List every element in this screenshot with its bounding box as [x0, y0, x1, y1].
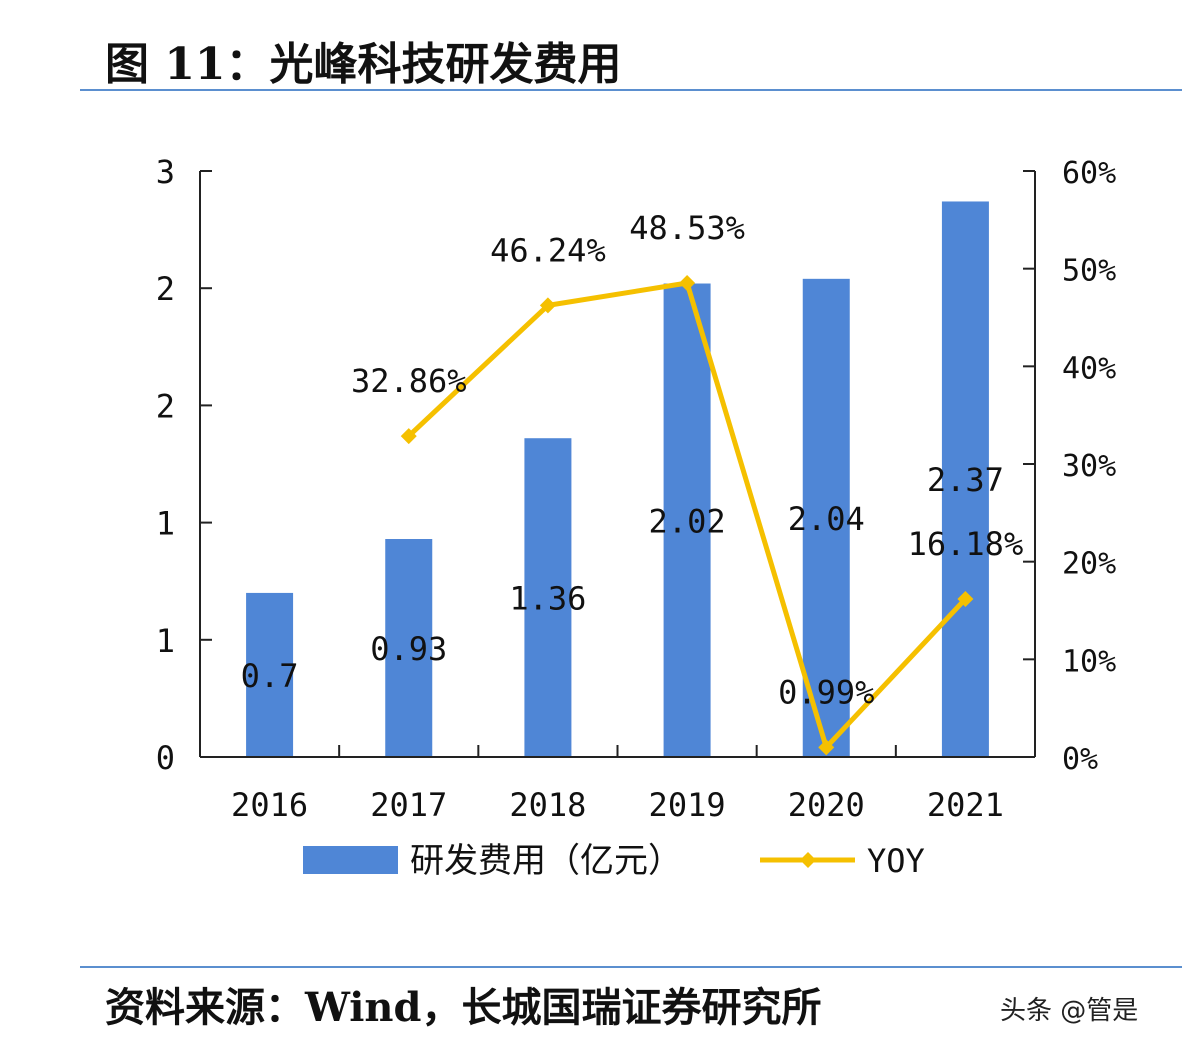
- bar-data-label: 2.02: [649, 502, 726, 540]
- bar-data-label: 2.37: [927, 461, 1004, 499]
- yoy-marker-2019: [679, 275, 696, 292]
- bar-data-label: 0.7: [241, 657, 299, 695]
- left-tick-label: 3: [156, 153, 175, 191]
- right-tick-label: 60%: [1062, 156, 1116, 191]
- source-rule: [80, 966, 1182, 968]
- right-tick-label: 0%: [1062, 742, 1098, 777]
- yoy-marker-2020: [818, 739, 835, 756]
- title-rule: [80, 89, 1182, 91]
- left-tick-label: 1: [156, 622, 175, 660]
- x-tick-label: 2020: [788, 786, 865, 824]
- legend-bar-swatch: [303, 846, 398, 874]
- yoy-marker-2018: [539, 297, 556, 314]
- bar-data-label: 0.93: [370, 630, 447, 668]
- left-tick-label: 2: [156, 387, 175, 425]
- yoy-data-label: 0.99%: [778, 673, 874, 711]
- right-tick-label: 20%: [1062, 547, 1116, 582]
- bar-2019: [663, 283, 711, 757]
- left-tick-label: 2: [156, 270, 175, 308]
- source-note: 资料来源：Wind，长城国瑞证券研究所: [105, 984, 822, 1031]
- x-tick-label: 2017: [370, 786, 447, 824]
- yoy-data-label: 48.53%: [629, 209, 745, 247]
- bar-2018: [524, 438, 572, 757]
- bar-data-label: 2.04: [788, 500, 865, 538]
- right-tick-label: 50%: [1062, 254, 1116, 289]
- x-tick-label: 2019: [649, 786, 726, 824]
- yoy-data-label: 32.86%: [351, 362, 467, 400]
- legend-bar-label: 研发费用（亿元）: [410, 841, 682, 881]
- bar-data-label: 1.36: [509, 580, 586, 618]
- yoy-marker-2021: [957, 590, 974, 607]
- right-tick-label: 40%: [1062, 351, 1116, 386]
- x-tick-label: 2018: [509, 786, 586, 824]
- yoy-data-label: 16.18%: [908, 525, 1024, 563]
- bar-2020: [802, 278, 850, 757]
- bar-2017: [385, 539, 433, 757]
- watermark: 头条 @管是: [1000, 996, 1139, 1026]
- bar-2016: [246, 592, 294, 757]
- x-tick-label: 2021: [927, 786, 1004, 824]
- left-tick-label: 1: [156, 505, 175, 543]
- left-tick-label: 0: [156, 739, 175, 777]
- legend-line-label: YOY: [867, 842, 925, 880]
- figure-title: 图 11：光峰科技研发费用: [105, 39, 622, 90]
- x-tick-label: 2016: [231, 786, 308, 824]
- bar-2021: [941, 201, 989, 758]
- yoy-marker-2017: [400, 428, 417, 445]
- right-tick-label: 30%: [1062, 449, 1116, 484]
- right-tick-label: 10%: [1062, 644, 1116, 679]
- legend-line-marker: [800, 852, 816, 868]
- yoy-data-label: 46.24%: [490, 231, 606, 269]
